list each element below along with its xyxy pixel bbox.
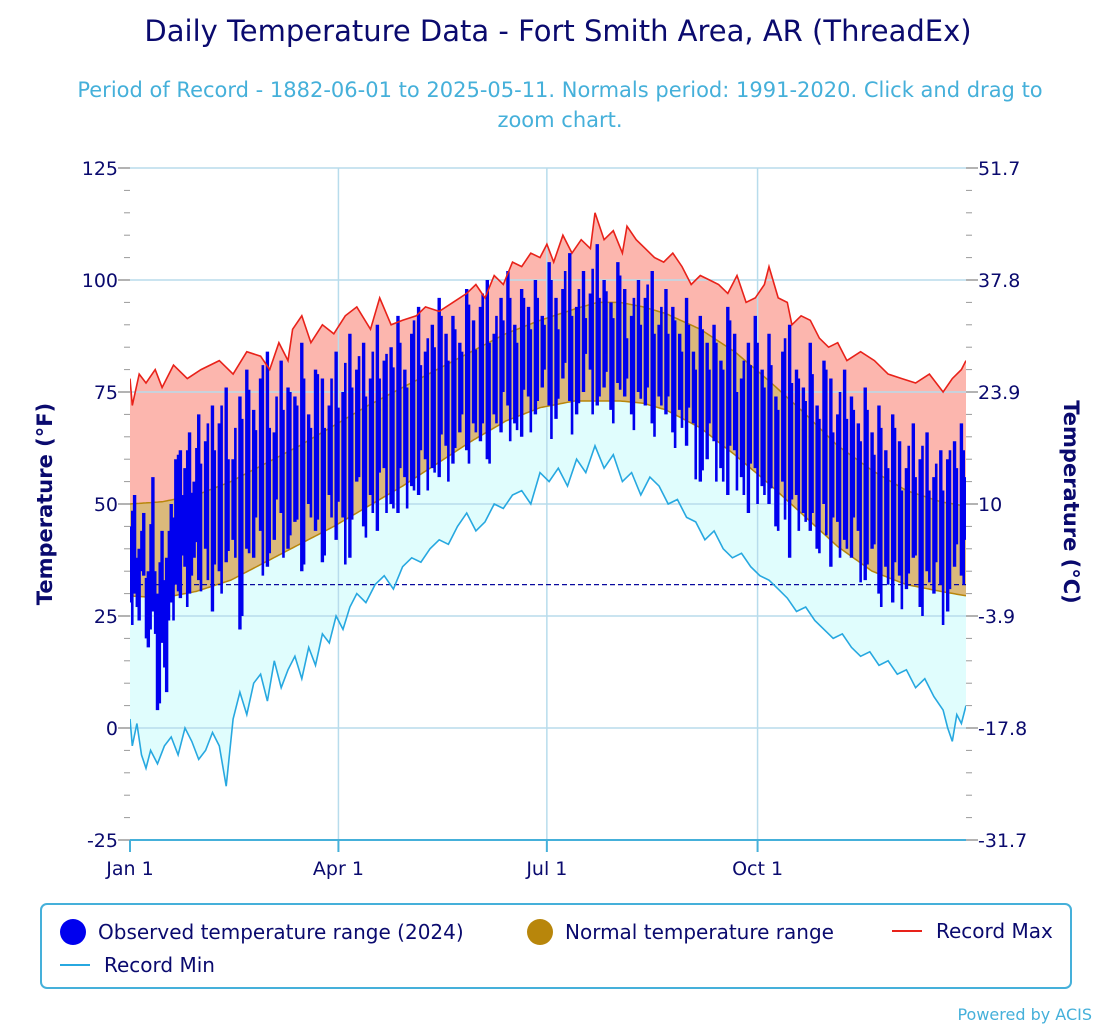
observed-swatch: [60, 919, 86, 945]
y-tick-label: 25: [94, 606, 118, 628]
record-min-swatch: [60, 964, 90, 966]
y-tick-label: 125: [82, 158, 118, 180]
chart-legend: Observed temperature range (2024) Normal…: [40, 903, 1072, 989]
y-tick-label: 75: [94, 382, 118, 404]
normal-swatch: [527, 919, 553, 945]
y2-axis-label: Temperature (°C): [1059, 400, 1083, 603]
normal-low-line: [130, 400, 966, 599]
x-tick-label: Jan 1: [105, 858, 153, 880]
record-lines-layer: [130, 212, 966, 787]
y2-tick-label: -3.9: [978, 606, 1015, 628]
powered-by-credit[interactable]: Powered by ACIS: [957, 1005, 1092, 1024]
y2-tick-label: -31.7: [978, 830, 1027, 852]
legend-record-max-label: Record Max: [936, 919, 1053, 943]
x-tick-label: Oct 1: [732, 858, 783, 880]
y2-tick-label: 10: [978, 494, 1002, 516]
x-tick-label: Apr 1: [313, 858, 364, 880]
legend-normal-label: Normal temperature range: [565, 920, 834, 944]
legend-record-min-label: Record Min: [104, 953, 215, 977]
y-tick-label: 0: [106, 718, 118, 740]
y-tick-label: 50: [94, 494, 118, 516]
record-max-line: [130, 212, 966, 406]
chart-title: Daily Temperature Data - Fort Smith Area…: [144, 14, 972, 48]
record-min-line: [130, 443, 966, 787]
chart-axes: -25 -31.7 0 -17.8 25 -3.9 50 10 75 23.9 100 37.8 125…: [82, 158, 1027, 880]
y2-tick-label: -17.8: [978, 718, 1027, 740]
legend-normal[interactable]: Normal temperature range: [527, 919, 834, 945]
legend-record-max[interactable]: Record Max: [892, 919, 1053, 943]
y2-tick-label: 51.7: [978, 158, 1020, 180]
observed-range-layer: [130, 244, 966, 711]
record-max-swatch: [892, 930, 922, 932]
y-tick-label: 100: [82, 270, 118, 292]
y2-tick-label: 37.8: [978, 270, 1020, 292]
y-axis-label: Temperature (°F): [33, 403, 57, 605]
chart-subtitle: Period of Record - 1882-06-01 to 2025-05…: [77, 78, 1043, 132]
y2-tick-label: 23.9: [978, 382, 1020, 404]
x-tick-label: Jul 1: [525, 858, 567, 880]
legend-observed[interactable]: Observed temperature range (2024): [60, 919, 464, 945]
y-tick-label: -25: [87, 830, 118, 852]
legend-record-min[interactable]: Record Min: [60, 953, 215, 977]
legend-observed-label: Observed temperature range (2024): [98, 920, 464, 944]
